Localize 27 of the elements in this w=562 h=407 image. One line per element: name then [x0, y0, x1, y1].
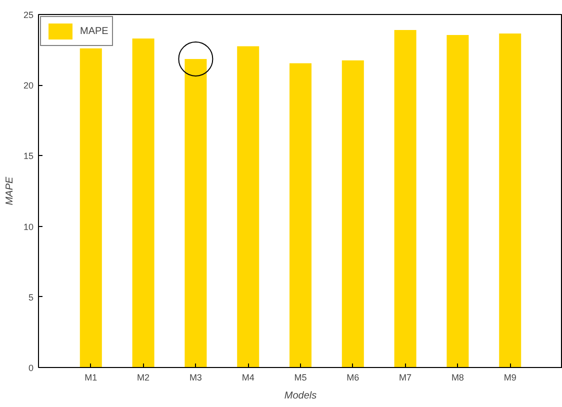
- y-tick-label: 15: [23, 151, 34, 162]
- x-tick-label: M9: [504, 372, 516, 382]
- y-tick-label: 25: [23, 10, 34, 20]
- bar: [132, 38, 154, 368]
- x-tick-label: M8: [451, 372, 464, 382]
- x-tick-label: M5: [294, 372, 307, 382]
- x-tick-label: M1: [84, 372, 98, 382]
- bar: [499, 34, 522, 368]
- y-tick-label: 5: [28, 292, 34, 302]
- bar: [394, 30, 416, 368]
- x-tick-label: M2: [137, 372, 150, 382]
- bar: [184, 58, 207, 368]
- bar: [237, 46, 260, 368]
- bar: [446, 34, 469, 368]
- y-tick-label: 20: [23, 80, 34, 91]
- bar: [342, 60, 364, 368]
- x-tick-label: M7: [399, 372, 412, 382]
- x-tick-label: M3: [189, 372, 202, 382]
- y-axis-title: MAPE: [4, 176, 16, 206]
- x-tick-label: M4: [242, 372, 254, 382]
- bar: [289, 63, 312, 368]
- x-tick-label: M6: [346, 372, 360, 382]
- bar: [80, 48, 102, 368]
- y-tick-label: 10: [23, 222, 34, 232]
- legend-label: MAPE: [80, 26, 108, 36]
- x-axis-title: Models: [284, 390, 317, 402]
- y-tick-label: 0: [28, 363, 34, 373]
